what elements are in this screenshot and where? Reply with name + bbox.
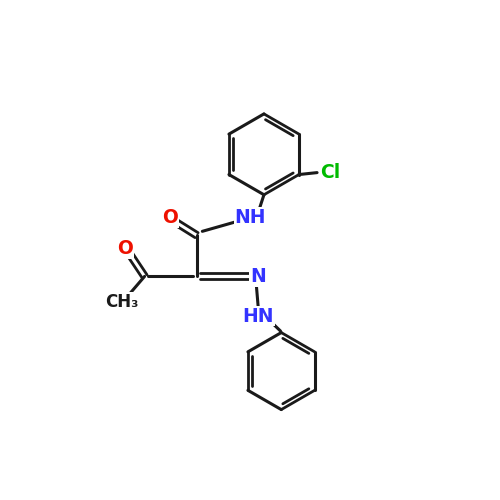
Text: HN: HN <box>242 306 274 326</box>
Text: O: O <box>118 239 134 258</box>
Text: NH: NH <box>234 208 266 227</box>
Text: CH₃: CH₃ <box>105 293 138 311</box>
Text: Cl: Cl <box>320 163 340 182</box>
Text: N: N <box>250 267 266 286</box>
Text: O: O <box>162 208 178 227</box>
